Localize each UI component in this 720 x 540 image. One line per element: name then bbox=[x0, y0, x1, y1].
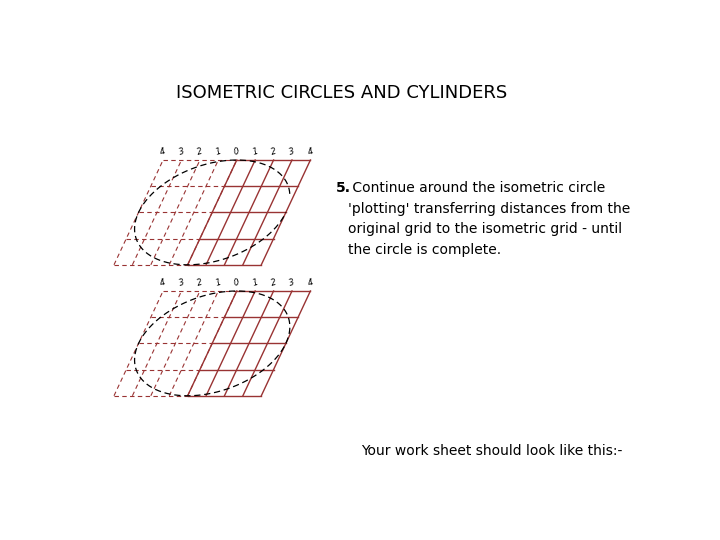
Text: 1: 1 bbox=[215, 146, 222, 157]
Text: 2: 2 bbox=[270, 278, 277, 288]
Text: 2: 2 bbox=[270, 146, 277, 157]
Text: Your work sheet should look like this:-: Your work sheet should look like this:- bbox=[361, 444, 623, 458]
Text: 4: 4 bbox=[159, 278, 167, 288]
Text: 4: 4 bbox=[307, 278, 315, 288]
Text: 1: 1 bbox=[215, 278, 222, 288]
Text: 2: 2 bbox=[196, 146, 204, 157]
Text: ISOMETRIC CIRCLES AND CYLINDERS: ISOMETRIC CIRCLES AND CYLINDERS bbox=[176, 84, 508, 102]
Text: 3: 3 bbox=[178, 278, 186, 288]
Text: 0: 0 bbox=[233, 278, 240, 288]
Text: 1: 1 bbox=[251, 146, 259, 157]
Text: 3: 3 bbox=[288, 278, 296, 288]
Text: 3: 3 bbox=[288, 146, 296, 157]
Text: 4: 4 bbox=[159, 146, 167, 157]
Text: 1: 1 bbox=[251, 278, 259, 288]
Text: Continue around the isometric circle
'plotting' transferring distances from the
: Continue around the isometric circle 'pl… bbox=[348, 181, 630, 257]
Text: 2: 2 bbox=[196, 278, 204, 288]
Text: 0: 0 bbox=[233, 146, 240, 157]
Text: 5.: 5. bbox=[336, 181, 351, 195]
Text: 3: 3 bbox=[178, 146, 186, 157]
Text: 4: 4 bbox=[307, 146, 315, 157]
